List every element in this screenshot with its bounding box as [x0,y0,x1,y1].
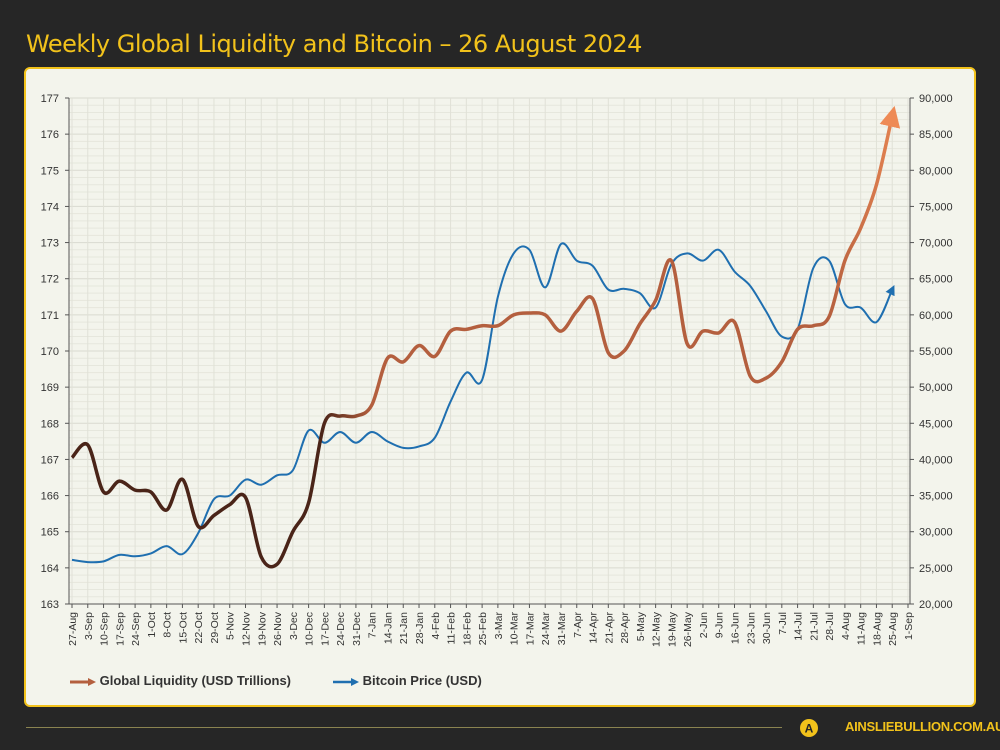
x-tick-label: 27-Aug [67,612,79,646]
legend-liquidity: Global Liquidity (USD Trillions) [70,673,291,688]
x-tick-label: 2-Jun [698,612,710,638]
left-tick-label: 164 [41,563,59,575]
x-tick-label: 31-Dec [351,612,363,646]
right-tick-label: 25,000 [919,563,953,575]
x-tick-label: 7-Apr [572,612,584,638]
legend-liquidity-label: Global Liquidity (USD Trillions) [99,673,292,688]
x-tick-label: 12-Nov [241,611,253,646]
chart-svg: 163 164 165 166 167 168 169 170 171 172 173 174 175 1… [41,93,953,647]
x-tick-label: 4-Feb [430,612,442,640]
svg-text:A: A [805,722,814,736]
x-tick-label: 28-Apr [619,611,631,643]
left-tick-label: 176 [41,129,59,141]
right-tick-label: 85,000 [919,129,953,141]
x-tick-label: 28-Jan [414,612,426,644]
left-tick-label: 173 [41,238,59,250]
right-tick-label: 40,000 [919,454,953,466]
legend-liquidity-arrow-icon [70,677,96,686]
x-tick-label: 19-Nov [256,611,268,646]
x-tick-label: 11-Feb [446,612,458,645]
left-tick-label: 177 [41,93,59,105]
left-tick-label: 169 [41,382,59,394]
x-tick-label: 3-Mar [493,611,505,639]
right-tick-label: 20,000 [919,599,953,611]
x-tick-label: 18-Aug [871,612,883,646]
x-tick-label: 8-Oct [162,612,174,638]
footer-divider [26,727,782,728]
x-tick-label: 31-Mar [556,612,568,646]
x-tick-label: 21-Jan [398,612,410,644]
x-tick-label: 15-Oct [177,612,189,644]
right-tick-label: 30,000 [919,527,953,539]
legend-bitcoin-arrow-icon [333,677,359,686]
x-tick-label: 25-Feb [477,612,489,645]
right-tick-label: 80,000 [919,165,953,177]
x-tick-label: 11-Aug [856,612,868,645]
right-tick-label: 90,000 [919,93,953,105]
x-tick-label: 28-Jul [824,612,836,641]
right-tick-label: 50,000 [919,382,953,394]
x-tick-label: 29-Oct [209,612,221,644]
x-tick-label: 14-Jan [382,612,394,644]
bitcoin-price-line [71,242,895,564]
x-tick-label: 19-May [666,611,678,647]
x-tick-label: 24-Dec [335,612,347,646]
left-tick-label: 163 [41,599,59,611]
x-tick-label: 7-Jul [777,612,789,635]
x-tick-label: 5-Nov [225,611,237,640]
x-tick-label: 14-Apr [588,611,600,643]
left-tick-label: 166 [41,491,59,503]
left-tick-label: 174 [41,201,59,213]
legend-bitcoin: Bitcoin Price (USD) [333,673,482,688]
left-tick-label: 167 [41,454,59,466]
right-tick-label: 75,000 [919,201,953,213]
right-tick-label: 60,000 [919,310,953,322]
x-tick-label: 22-Oct [193,612,205,644]
left-tick-label: 165 [41,527,59,539]
x-tick-label: 10-Dec [304,612,316,646]
x-tick-label: 7-Jan [367,612,379,638]
x-tick-label: 24-Sep [130,612,142,646]
x-tick-label: 21-Jul [808,612,820,641]
x-tick-label: 10-Sep [99,612,111,646]
legend-bitcoin-label: Bitcoin Price (USD) [362,673,482,688]
left-tick-label: 168 [41,418,59,430]
x-tick-label: 10-Mar [509,612,521,646]
global-liquidity-line [70,105,901,569]
x-tick-label: 24-Mar [540,612,552,646]
left-tick-label: 170 [41,346,59,358]
right-tick-label: 55,000 [919,346,953,358]
x-tick-label: 3-Sep [83,612,95,640]
x-tick-label: 16-Jun [729,612,741,644]
x-tick-label: 1-Oct [146,612,158,638]
chart-title: Weekly Global Liquidity and Bitcoin – 26… [26,30,642,58]
x-tick-label: 3-Dec [288,612,300,640]
x-tick-label: 17-Sep [114,612,126,646]
x-tick-label: 30-Jun [761,612,773,644]
x-tick-label: 4-Aug [840,612,852,640]
website-link[interactable]: AINSLIEBULLION.COM.AU [845,719,1000,734]
left-tick-label: 171 [41,310,59,322]
ainslie-logo-icon: A [800,719,818,737]
x-tick-label: 12-May [651,611,663,647]
right-tick-label: 45,000 [919,418,953,430]
x-tick-label: 14-Jul [793,612,805,641]
x-tick-label: 26-May [682,611,694,647]
x-tick-label: 25-Aug [887,612,899,646]
x-tick-label: 17-Mar [524,612,536,646]
x-tick-label: 23-Jun [745,612,757,644]
right-tick-label: 65,000 [919,274,953,286]
x-tick-label: 9-Jun [714,612,726,638]
x-tick-label: 17-Dec [319,612,331,646]
x-tick-label: 18-Feb [461,612,473,645]
chart-panel: 163 164 165 166 167 168 169 170 171 172 173 174 175 1… [24,67,976,707]
x-tick-label: 5-May [635,611,647,641]
x-tick-label: 26-Nov [272,611,284,646]
right-tick-label: 35,000 [919,491,953,503]
left-tick-label: 172 [41,274,59,286]
x-tick-label: 1-Sep [903,612,915,640]
left-tick-label: 175 [41,165,59,177]
x-tick-label: 21-Apr [603,611,615,643]
right-tick-label: 70,000 [919,238,953,250]
